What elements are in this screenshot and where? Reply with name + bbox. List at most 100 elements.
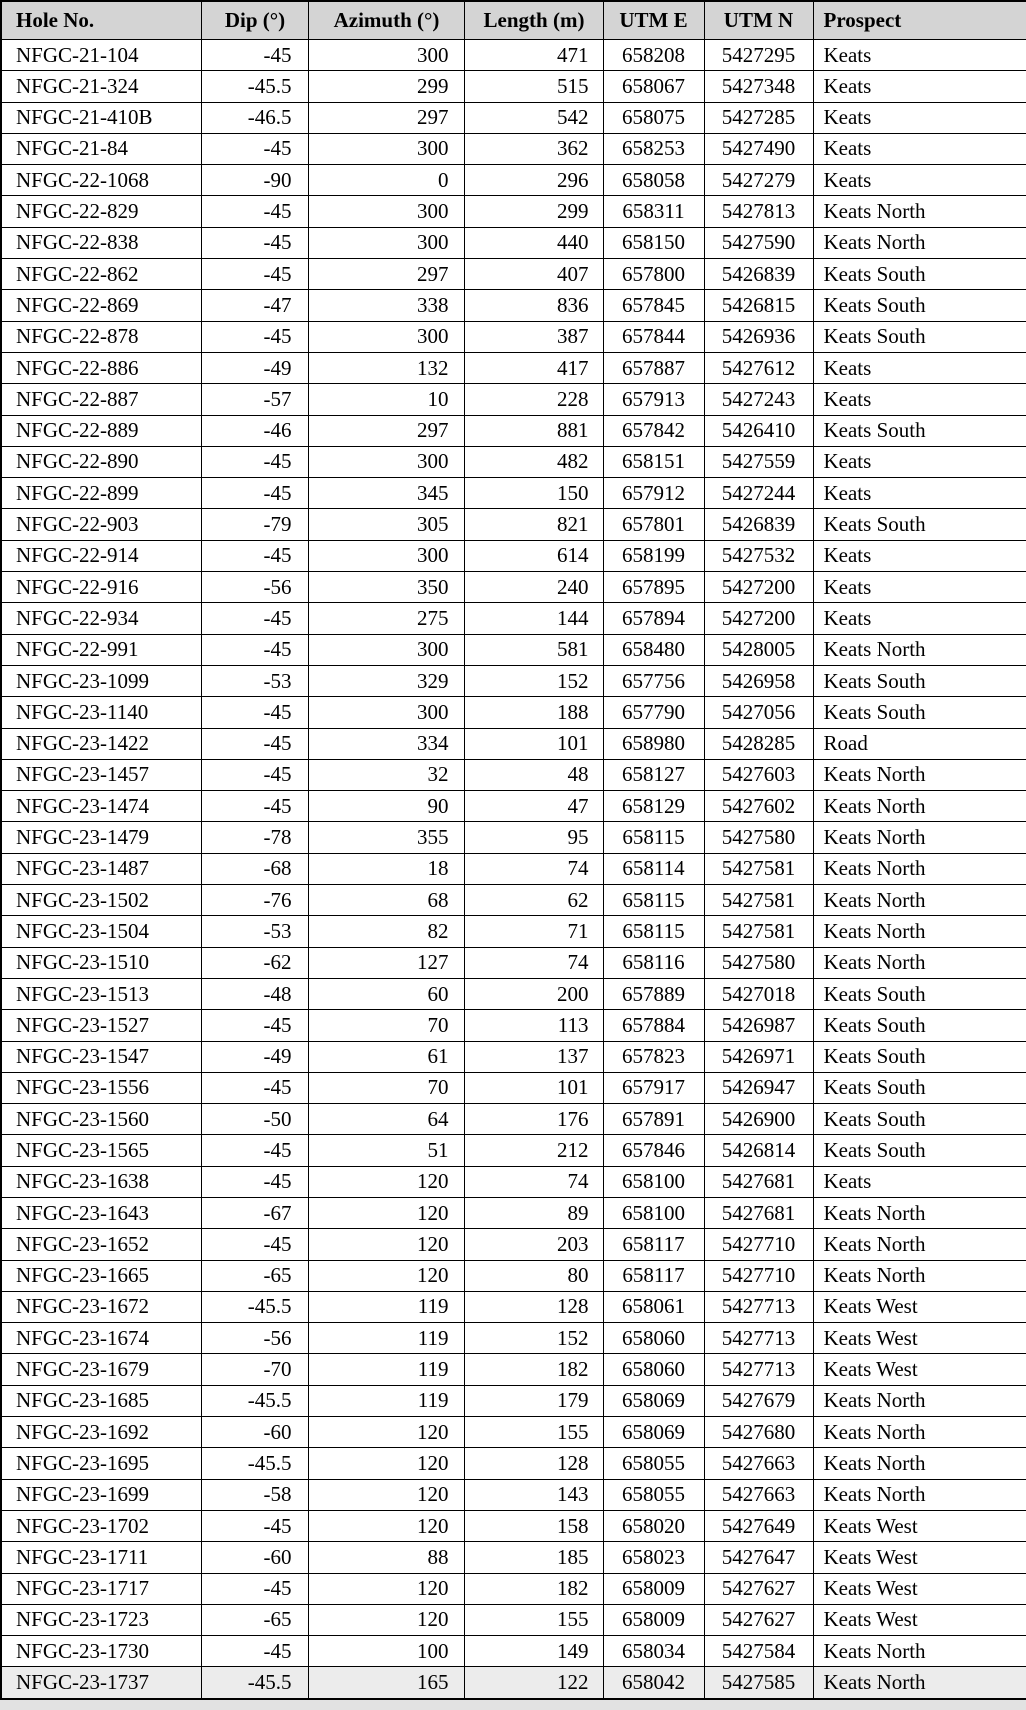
cell-dip: -45 <box>200 1509 309 1543</box>
cell-hole-no: NFGC-23-1504 <box>0 915 202 948</box>
cell-utm-n: 5426958 <box>703 664 814 698</box>
cell-prospect: Keats North <box>812 884 1026 917</box>
cell-azimuth: 70 <box>307 1071 465 1105</box>
cell-azimuth: 338 <box>307 289 465 322</box>
cell-dip: -45 <box>200 38 309 72</box>
col-header-length: Length (m) <box>463 0 604 40</box>
table-row: NFGC-22-934 -45 275 144 657894 5427200 K… <box>0 602 1026 635</box>
cell-utm-n: 5428005 <box>703 633 814 666</box>
cell-length: 74 <box>463 852 604 886</box>
cell-dip: -45.5 <box>200 1290 309 1324</box>
cell-utm-n: 5427580 <box>703 946 814 979</box>
cell-utm-e: 657912 <box>602 477 705 510</box>
cell-azimuth: 132 <box>307 351 465 385</box>
cell-azimuth: 61 <box>307 1040 465 1073</box>
cell-prospect: Keats <box>812 1165 1026 1198</box>
cell-hole-no: NFGC-23-1702 <box>0 1509 202 1543</box>
table-row: NFGC-23-1510 -62 127 74 658116 5427580 K… <box>0 946 1026 979</box>
cell-azimuth: 300 <box>307 132 465 166</box>
table-row: NFGC-23-1140 -45 300 188 657790 5427056 … <box>0 696 1026 729</box>
cell-prospect: Keats West <box>812 1290 1026 1324</box>
cell-utm-n: 5427681 <box>703 1165 814 1198</box>
cell-length: 101 <box>463 727 604 760</box>
cell-utm-e: 658480 <box>602 633 705 666</box>
cell-dip: -45 <box>200 226 309 260</box>
cell-azimuth: 88 <box>307 1541 465 1574</box>
cell-utm-e: 658127 <box>602 758 705 792</box>
cell-hole-no: NFGC-23-1695 <box>0 1447 202 1480</box>
cell-azimuth: 300 <box>307 696 465 729</box>
cell-hole-no: NFGC-23-1737 <box>0 1666 202 1700</box>
table-row: NFGC-23-1672 -45.5 119 128 658061 542771… <box>0 1290 1026 1324</box>
cell-azimuth: 90 <box>307 790 465 823</box>
cell-azimuth: 32 <box>307 758 465 792</box>
table-row: NFGC-22-886 -49 132 417 657887 5427612 K… <box>0 351 1026 385</box>
cell-utm-e: 658055 <box>602 1447 705 1480</box>
cell-length: 152 <box>463 664 604 698</box>
cell-dip: -76 <box>200 884 309 917</box>
table-row: NFGC-22-903 -79 305 821 657801 5426839 K… <box>0 508 1026 541</box>
cell-azimuth: 165 <box>307 1666 465 1700</box>
cell-hole-no: NFGC-23-1638 <box>0 1165 202 1198</box>
cell-length: 48 <box>463 758 604 792</box>
cell-prospect: Keats North <box>812 633 1026 666</box>
cell-prospect: Keats South <box>812 258 1026 291</box>
cell-prospect: Keats West <box>812 1353 1026 1386</box>
cell-length: 101 <box>463 1071 604 1105</box>
cell-azimuth: 275 <box>307 602 465 635</box>
cell-prospect: Keats North <box>812 226 1026 260</box>
cell-prospect: Keats North <box>812 1478 1026 1511</box>
table-row: NFGC-23-1699 -58 120 143 658055 5427663 … <box>0 1478 1026 1511</box>
cell-utm-e: 657846 <box>602 1134 705 1167</box>
cell-prospect: Keats South <box>812 1009 1026 1042</box>
cell-dip: -45 <box>200 1134 309 1167</box>
cell-utm-e: 658116 <box>602 946 705 979</box>
cell-utm-n: 5426987 <box>703 1009 814 1042</box>
cell-dip: -46.5 <box>200 101 309 134</box>
cell-length: 362 <box>463 132 604 166</box>
cell-utm-n: 5427584 <box>703 1635 814 1668</box>
cell-hole-no: NFGC-22-878 <box>0 320 202 353</box>
cell-dip: -67 <box>200 1196 309 1230</box>
cell-azimuth: 300 <box>307 539 465 573</box>
cell-utm-e: 658100 <box>602 1165 705 1198</box>
table-row: NFGC-21-84 -45 300 362 658253 5427490 Ke… <box>0 132 1026 166</box>
cell-hole-no: NFGC-21-324 <box>0 70 202 103</box>
cell-utm-n: 5427649 <box>703 1509 814 1543</box>
cell-azimuth: 350 <box>307 571 465 604</box>
cell-utm-n: 5427581 <box>703 915 814 948</box>
cell-utm-e: 658151 <box>602 445 705 479</box>
cell-azimuth: 299 <box>307 70 465 103</box>
cell-dip: -45 <box>200 602 309 635</box>
cell-hole-no: NFGC-23-1672 <box>0 1290 202 1324</box>
cell-dip: -45 <box>200 445 309 479</box>
cell-length: 179 <box>463 1384 604 1418</box>
cell-hole-no: NFGC-23-1556 <box>0 1071 202 1105</box>
cell-prospect: Keats <box>812 602 1026 635</box>
cell-prospect: Keats South <box>812 977 1026 1011</box>
cell-utm-e: 657917 <box>602 1071 705 1105</box>
cell-prospect: Keats South <box>812 1134 1026 1167</box>
cell-hole-no: NFGC-22-889 <box>0 414 202 447</box>
cell-azimuth: 64 <box>307 1103 465 1136</box>
cell-length: 482 <box>463 445 604 479</box>
cell-prospect: Keats North <box>812 946 1026 979</box>
cell-dip: -56 <box>200 1322 309 1355</box>
cell-prospect: Keats South <box>812 1040 1026 1073</box>
table-row: NFGC-23-1479 -78 355 95 658115 5427580 K… <box>0 821 1026 854</box>
cell-hole-no: NFGC-23-1652 <box>0 1228 202 1261</box>
col-header-azimuth: Azimuth (°) <box>307 0 465 40</box>
cell-hole-no: NFGC-23-1527 <box>0 1009 202 1042</box>
cell-azimuth: 120 <box>307 1603 465 1637</box>
cell-prospect: Keats <box>812 571 1026 604</box>
cell-length: 203 <box>463 1228 604 1261</box>
cell-prospect: Keats <box>812 38 1026 72</box>
cell-dip: -56 <box>200 571 309 604</box>
cell-azimuth: 300 <box>307 38 465 72</box>
cell-utm-n: 5427680 <box>703 1416 814 1449</box>
cell-azimuth: 82 <box>307 915 465 948</box>
cell-azimuth: 297 <box>307 414 465 447</box>
cell-dip: -45.5 <box>200 1384 309 1418</box>
cell-hole-no: NFGC-23-1479 <box>0 821 202 854</box>
